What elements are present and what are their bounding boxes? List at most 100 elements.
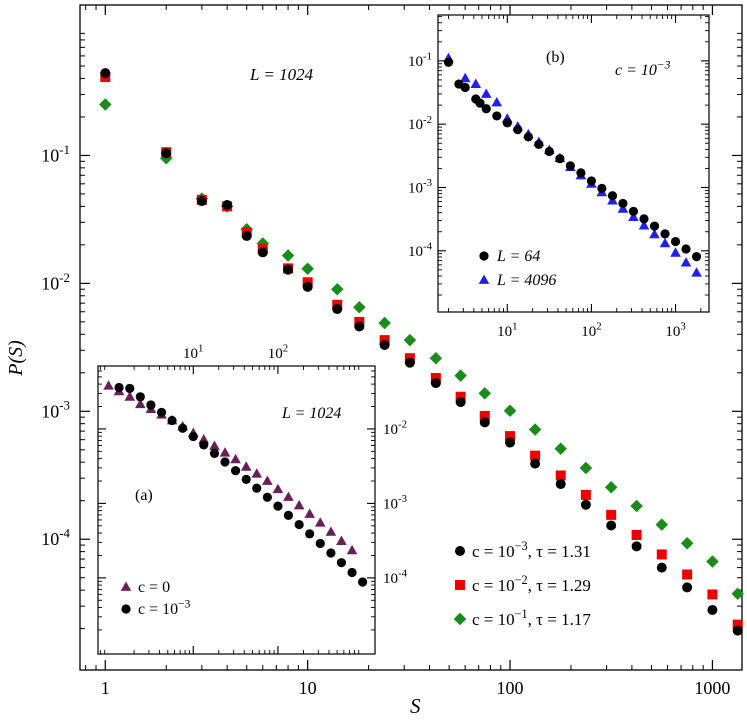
inset-b-point-circle: [628, 206, 639, 216]
inset-a-point-triangle: [346, 544, 358, 555]
main-point-diamond: [478, 387, 492, 400]
inset-a-point-triangle: [304, 508, 315, 518]
main-point-diamond: [731, 587, 744, 600]
main-point-diamond: [528, 423, 542, 436]
inset-b-point-triangle: [491, 96, 503, 107]
inset-b-y-tick-label: 10-1: [408, 51, 432, 70]
inset-b-point-circle: [597, 183, 607, 193]
y-axis-label: P(S): [5, 340, 27, 377]
inset-b-point-circle: [607, 191, 618, 201]
main-x-tick-label: 1: [101, 678, 110, 698]
main-point-circle: [404, 357, 415, 368]
inset-b-point-circle: [649, 221, 660, 231]
main-point-circle: [222, 199, 233, 210]
inset-a-point-triangle: [240, 461, 252, 471]
inset-b-point-triangle: [691, 267, 702, 277]
inset-b-point-circle: [481, 104, 491, 114]
main-point-diamond: [554, 442, 567, 455]
main-point-circle: [479, 417, 490, 428]
inset-a-point-circle: [336, 558, 347, 568]
inset-a-point-circle: [241, 474, 251, 485]
main-point-diamond: [281, 249, 295, 262]
main-point-square: [455, 391, 466, 402]
main-point-diamond: [301, 262, 314, 276]
main-legend-label: c = 10−2, τ = 1.29: [472, 573, 591, 595]
main-point-circle: [302, 281, 313, 292]
main-point-square: [430, 373, 441, 384]
main-point-diamond: [680, 537, 694, 550]
inset-b-point-circle: [492, 111, 502, 121]
inset-b-point-circle: [565, 161, 575, 171]
main-point-circle: [100, 68, 111, 79]
main-y-tick-label: 10-1: [41, 142, 70, 166]
main-data-points: [99, 68, 744, 636]
inset-a-point-circle: [326, 548, 336, 558]
main-legend: c = 10−3, τ = 1.31 c = 10−2, τ = 1.29 c = …: [453, 539, 591, 629]
main-point-diamond: [429, 351, 443, 365]
inset-b-legend-label: L = 4096: [496, 272, 556, 289]
inset-a-point-circle: [347, 567, 357, 578]
inset-b-point-circle: [586, 176, 597, 186]
inset-b-point-circle: [681, 244, 691, 254]
inset-b-point-circle: [513, 125, 523, 135]
inset-b-legend-marker-triangle: [478, 274, 490, 284]
inset-a-point-circle: [188, 431, 198, 442]
inset-a-point-circle: [199, 440, 209, 450]
inset-a-legend-marker-circle: [121, 604, 131, 614]
inset-b-point-circle: [576, 168, 586, 178]
inset-a-point-triangle: [272, 483, 284, 494]
main-point-square: [631, 529, 642, 540]
inset-a-panel-label: (a): [135, 487, 153, 504]
main-point-diamond: [353, 301, 366, 314]
inset-a-point-circle: [358, 577, 368, 587]
inset-b-annotation: c = 10−3: [615, 59, 671, 79]
main-point-circle: [631, 541, 642, 552]
inset-a-point-circle: [273, 501, 283, 511]
main-legend-label: c = 10−3, τ = 1.31: [472, 539, 591, 561]
main-point-circle: [379, 339, 390, 350]
inset-a-point-triangle: [262, 475, 273, 485]
inset-a-legend: c = 0 c = 10−3: [120, 579, 191, 618]
inset-a-point-circle: [146, 400, 156, 410]
main-point-square: [530, 450, 541, 461]
inset-b-point-triangle: [470, 78, 482, 88]
inset-b-legend-marker-circle: [479, 251, 489, 261]
main-legend-marker-diamond: [453, 612, 467, 626]
inset-b-annotation-text: c = 10−3: [615, 59, 671, 79]
main-point-circle: [530, 458, 541, 469]
inset-b-point-circle: [460, 82, 470, 93]
main-point-diamond: [378, 316, 391, 330]
inset-b-point-circle: [523, 132, 533, 142]
inset-a-point-circle: [283, 510, 294, 521]
inset-a-point-triangle: [336, 535, 347, 545]
main-point-diamond: [99, 98, 112, 111]
inset-a-point-circle: [209, 448, 220, 458]
inset-a-point-triangle: [325, 526, 337, 536]
main-x-tick-label: 1000: [694, 678, 730, 698]
inset-a-annotation: L = 1024: [281, 405, 341, 422]
main-point-circle: [196, 196, 207, 207]
main-legend-marker-circle: [455, 546, 465, 556]
inset-a-point-circle: [135, 392, 145, 402]
inset-a-point-triangle: [314, 517, 326, 527]
inset-a-point-circle: [114, 382, 124, 393]
inset-b-legend-label: L = 64: [496, 248, 540, 265]
inset-b-point-circle: [502, 118, 512, 128]
inset-a-point-triangle: [135, 398, 146, 409]
inset-b-point-circle: [555, 154, 565, 164]
inset-b-point-triangle: [638, 220, 650, 230]
main-point-diamond: [330, 282, 344, 296]
inset-a-point-circle: [262, 492, 272, 502]
inset-b-point-triangle: [617, 203, 629, 213]
main-annotation: L = 1024: [249, 65, 314, 84]
main-point-square: [656, 549, 667, 560]
main-point-diamond: [630, 499, 643, 513]
inset-b-point-circle: [475, 98, 485, 108]
inset-b-point-circle: [639, 214, 649, 224]
inset-a-point-circle: [305, 529, 315, 539]
main-legend-label: c = 10−1, τ = 1.17: [472, 607, 591, 629]
main-point-circle: [161, 148, 172, 159]
inset-a-point-triangle: [283, 491, 294, 501]
inset-a-point-triangle: [103, 380, 114, 390]
